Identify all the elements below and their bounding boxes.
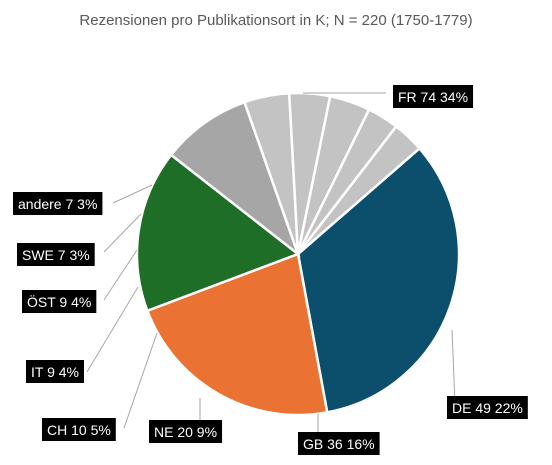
leader-line-de — [451, 329, 456, 405]
data-label-box — [42, 418, 116, 441]
chart-title: Rezensionen pro Publikationsort in K; N … — [79, 12, 473, 29]
data-label-swe: SWE 7 3% — [17, 243, 95, 266]
data-label-box — [22, 290, 97, 313]
data-label-andere: andere 7 3% — [13, 192, 103, 215]
data-label-box — [447, 396, 528, 419]
data-label-text: FR 74 34% — [398, 89, 468, 105]
data-label-box — [26, 360, 84, 383]
data-label-box — [13, 192, 103, 215]
data-label-box — [17, 243, 95, 266]
data-label-box — [149, 420, 223, 443]
leader-line-it — [86, 286, 139, 373]
data-label-ch: CH 10 5% — [42, 418, 116, 441]
data-label-text: GB 36 16% — [303, 436, 375, 452]
data-label-text: andere 7 3% — [18, 196, 97, 212]
pie-slice-gb — [135, 153, 301, 313]
leader-line-swe — [103, 213, 142, 253]
data-label-text: SWE 7 3% — [22, 247, 90, 263]
data-label-text: DE 49 22% — [452, 400, 523, 416]
data-label-text: IT 9 4% — [31, 364, 79, 380]
data-label-box — [298, 432, 380, 455]
data-label-text: CH 10 5% — [47, 422, 111, 438]
leader-line-andere — [112, 184, 153, 204]
pie-slice-ne — [169, 100, 301, 258]
pie-slice-fr — [296, 146, 461, 414]
data-label-text: NE 20 9% — [154, 424, 217, 440]
leader-line-ch — [123, 332, 158, 429]
data-label-box — [393, 85, 474, 108]
data-label-gb: GB 36 16% — [298, 432, 380, 455]
data-label-text: ÖST 9 4% — [27, 293, 91, 310]
data-label-de: DE 49 22% — [447, 396, 528, 419]
leader-line-öst — [103, 249, 138, 301]
data-label-öst: ÖST 9 4% — [22, 290, 97, 313]
pie-slice-andere — [297, 124, 422, 255]
data-label-it: IT 9 4% — [26, 360, 84, 383]
data-label-fr: FR 74 34% — [393, 85, 474, 108]
data-label-ne: NE 20 9% — [149, 420, 223, 443]
